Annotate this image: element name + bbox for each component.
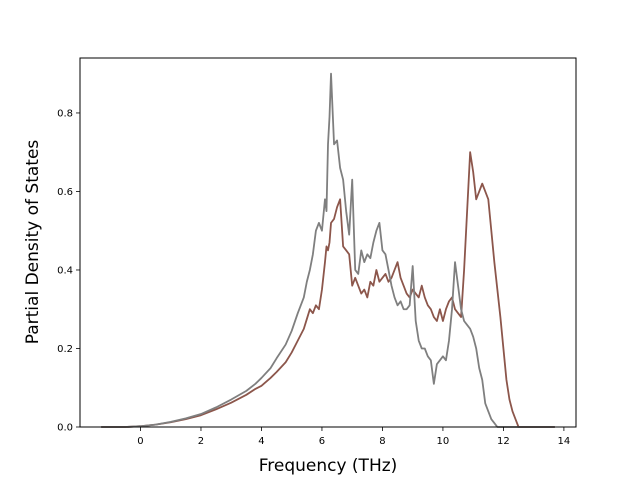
plot-frame: [79, 57, 577, 428]
x-tick-label: 0: [137, 436, 143, 447]
x-axis-ticks: 0 2 4 6 8 10 12 14: [137, 427, 570, 447]
x-tick-label: 12: [497, 436, 510, 447]
y-tick-label: 0.0: [57, 423, 73, 434]
series-line-2: [101, 72, 555, 428]
x-tick-label: 8: [379, 436, 385, 447]
x-tick-label: 6: [319, 436, 325, 447]
y-tick-label: 0.6: [57, 187, 73, 198]
y-axis-label: Partial Density of States: [23, 140, 43, 345]
y-axis-ticks: 0.0 0.2 0.4 0.6 0.8: [57, 108, 80, 434]
x-tick-label: 14: [558, 436, 571, 447]
x-tick-label: 2: [198, 436, 204, 447]
x-axis-label: Frequency (THz): [259, 456, 398, 476]
y-tick-label: 0.8: [57, 108, 73, 119]
series-layer: [101, 72, 555, 428]
y-tick-label: 0.4: [57, 265, 73, 276]
x-tick-label: 4: [258, 436, 264, 447]
series-line-1: [101, 151, 555, 428]
x-tick-label: 10: [437, 436, 450, 447]
y-tick-label: 0.2: [57, 344, 73, 355]
